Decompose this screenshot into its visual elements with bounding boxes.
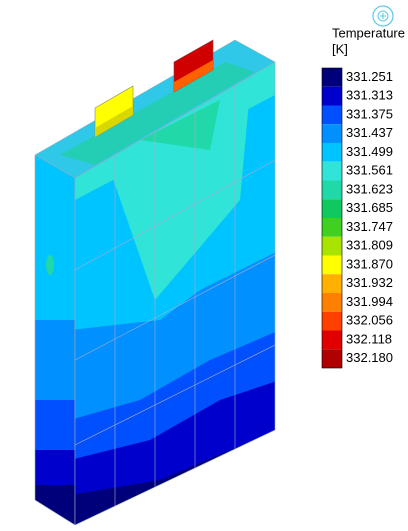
legend-label: 332.118: [346, 331, 392, 346]
legend-label: 331.499: [346, 144, 393, 159]
legend-label: 331.932: [346, 275, 393, 290]
legend-swatch: [322, 274, 342, 293]
legend-label: 331.375: [346, 106, 393, 121]
legend-swatch: [322, 199, 342, 218]
legend-label: 331.313: [346, 88, 393, 103]
add-view-button[interactable]: [372, 5, 394, 27]
legend: 331.251 331.313 331.375 331.437 331.499 331.5…: [321, 67, 393, 369]
legend-swatch: [322, 255, 342, 275]
legend-swatch: [322, 330, 342, 350]
legend-label: 331.994: [346, 294, 393, 309]
legend-swatch: [322, 105, 342, 125]
legend-swatch: [322, 218, 342, 237]
legend-label: 331.251: [346, 69, 393, 84]
legend-label: 332.180: [346, 350, 393, 365]
legend-frame: [321, 67, 343, 369]
legend-swatch: [322, 180, 342, 200]
legend-swatch: [322, 68, 342, 87]
legend-swatch: [322, 349, 342, 368]
legend-label: 331.747: [346, 219, 393, 234]
legend-unit: [K]: [332, 41, 348, 56]
legend-swatch: [322, 124, 342, 143]
legend-label: 332.056: [346, 313, 393, 328]
legend-label: 331.561: [346, 163, 393, 178]
legend-title: Temperature: [332, 25, 405, 40]
legend-label: 331.870: [346, 256, 393, 271]
legend-swatch: [322, 311, 342, 331]
legend-label: 331.437: [346, 125, 393, 140]
legend-label: 331.685: [346, 200, 393, 215]
legend-swatch: [322, 236, 342, 256]
legend-label: 331.623: [346, 181, 393, 196]
battery-model: [34, 39, 276, 526]
legend-swatch: [322, 143, 342, 162]
legend-swatch: [322, 293, 342, 312]
legend-swatch: [322, 86, 342, 106]
legend-swatch: [322, 161, 342, 181]
legend-label: 331.809: [346, 238, 393, 253]
